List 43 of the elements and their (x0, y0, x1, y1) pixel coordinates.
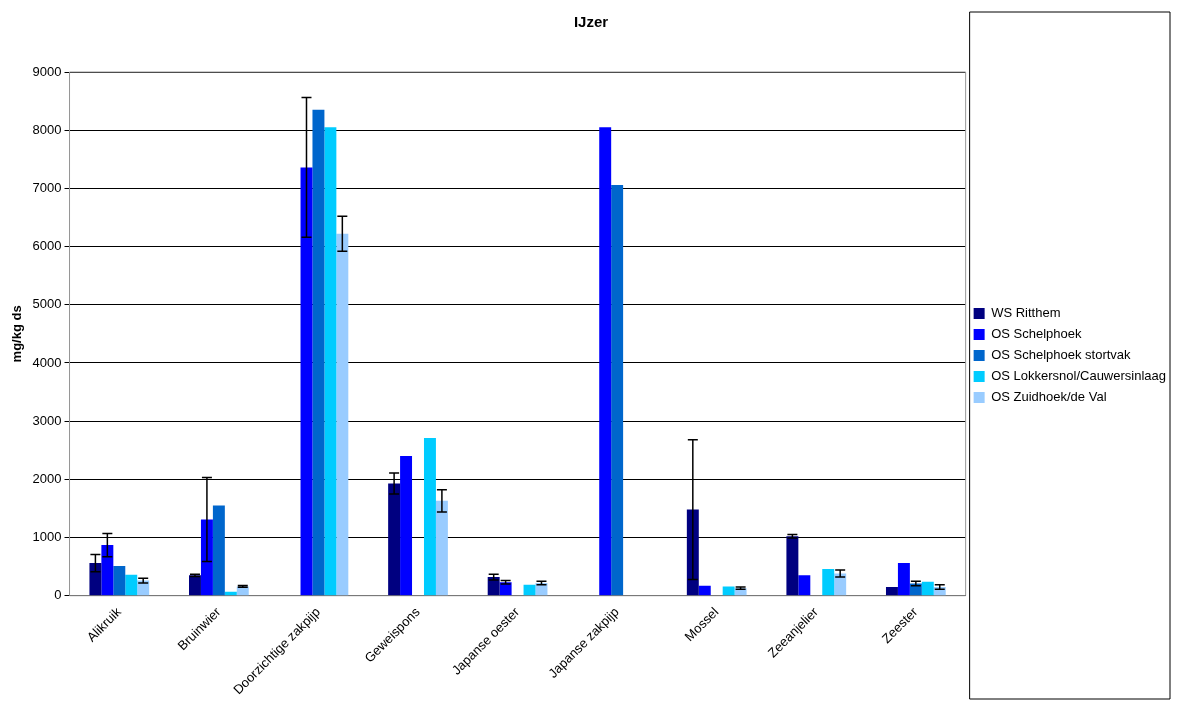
bar (200, 519, 213, 596)
y-tick-label: 0 (54, 587, 62, 603)
bar (611, 184, 624, 596)
legend-label: OS Schelphoek (991, 326, 1082, 342)
y-tick-label: 4000 (32, 354, 62, 370)
legend-label: OS Schelphoek stortvak (991, 347, 1132, 363)
bar (113, 566, 126, 596)
chart-title: IJzer (573, 13, 609, 31)
y-axis-title: mg/kg ds (9, 305, 25, 363)
legend-label: OS Lokkersnol/Cauwersinlaag (991, 368, 1167, 384)
y-tick-label: 5000 (32, 296, 62, 312)
bar (822, 568, 835, 596)
legend-label: WS Ritthem (991, 305, 1061, 321)
bar (786, 536, 799, 596)
bar (89, 563, 102, 596)
bar (212, 505, 225, 596)
bar (312, 109, 325, 596)
y-tick-label: 7000 (32, 179, 62, 195)
bar (423, 438, 436, 596)
bar (885, 586, 898, 596)
bar (599, 127, 612, 596)
bar (400, 456, 413, 596)
y-tick-label: 3000 (32, 412, 62, 428)
bar (101, 545, 114, 596)
bar (897, 563, 910, 596)
bar (435, 500, 448, 596)
bar (300, 167, 313, 596)
legend-label: OS Zuidhoek/de Val (991, 389, 1107, 405)
y-tick-label: 1000 (32, 529, 62, 545)
bar (189, 575, 201, 596)
bar (798, 575, 811, 596)
bar (698, 585, 711, 596)
bar (336, 233, 349, 596)
y-tick-label: 6000 (32, 238, 62, 254)
bar (921, 581, 934, 596)
y-tick-label: 9000 (32, 63, 62, 79)
y-tick-label: 8000 (32, 121, 62, 137)
bar (125, 574, 138, 596)
bar (523, 584, 536, 596)
bar (388, 483, 401, 596)
y-tick-label: 2000 (32, 470, 62, 486)
bar (324, 127, 337, 596)
bar (722, 586, 735, 596)
